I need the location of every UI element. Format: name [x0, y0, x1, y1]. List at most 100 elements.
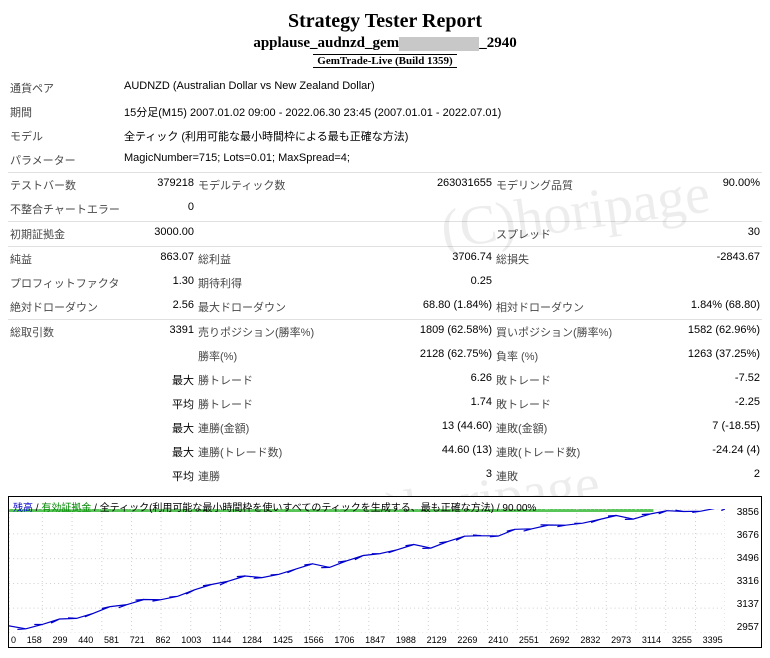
- value: 1809 (62.58%): [330, 320, 494, 345]
- redacted-block: [399, 37, 479, 51]
- x-tick: 2973: [611, 635, 631, 647]
- x-tick: 2692: [550, 635, 570, 647]
- value: 7 (-18.55): [638, 416, 762, 440]
- value: 3706.74: [330, 247, 494, 272]
- value: -7.52: [638, 368, 762, 392]
- y-tick: 3137: [723, 599, 759, 610]
- label: 連敗: [494, 464, 638, 488]
- value: 30: [638, 222, 762, 247]
- value: 2: [638, 464, 762, 488]
- label: 総利益: [196, 247, 330, 272]
- value: 863.07: [122, 247, 196, 272]
- value: 263031655: [330, 173, 494, 198]
- label: テストバー数: [8, 173, 122, 198]
- label: 勝トレード: [196, 368, 330, 392]
- x-tick: 2551: [519, 635, 539, 647]
- x-tick: 158: [27, 635, 42, 647]
- x-tick: 2832: [580, 635, 600, 647]
- chart-y-axis: 3856 3676 3496 3316 3137 2957: [723, 507, 759, 633]
- value: 2128 (62.75%): [330, 344, 494, 368]
- label: 敗トレード: [494, 392, 638, 416]
- label: モデルティック数: [196, 173, 330, 198]
- x-tick: 581: [104, 635, 119, 647]
- label: 相対ドローダウン: [494, 295, 638, 320]
- legend-pct: 90.00%: [502, 503, 536, 514]
- y-tick: 3316: [723, 576, 759, 587]
- build-line: GemTrade-Live (Build 1359): [8, 54, 762, 68]
- sublabel: 最大: [122, 416, 196, 440]
- label: 純益: [8, 247, 122, 272]
- x-tick: 1003: [181, 635, 201, 647]
- value: 1.74: [330, 392, 494, 416]
- x-tick: 1425: [273, 635, 293, 647]
- label: 初期証拠金: [8, 222, 122, 247]
- chart-legend: 残高 / 有効証拠金 / 全ティック(利用可能な最小時間枠を使いすべてのティック…: [13, 499, 536, 514]
- label: 勝トレード: [196, 392, 330, 416]
- y-tick: 2957: [723, 622, 759, 633]
- x-tick: 2269: [457, 635, 477, 647]
- label: モデリング品質: [494, 173, 638, 198]
- x-tick: 440: [78, 635, 93, 647]
- value: -24.24 (4): [638, 440, 762, 464]
- page-title: Strategy Tester Report: [8, 10, 762, 33]
- label: 総損失: [494, 247, 638, 272]
- sublabel: 最大: [122, 368, 196, 392]
- value: 1.84% (68.80): [638, 295, 762, 320]
- sublabel: 平均: [122, 464, 196, 488]
- legend-balance: 残高: [13, 503, 33, 514]
- x-tick: 3395: [703, 635, 723, 647]
- value: 1263 (37.25%): [638, 344, 762, 368]
- y-tick: 3676: [723, 530, 759, 541]
- label: 絶対ドローダウン: [8, 295, 122, 320]
- x-tick: 1566: [304, 635, 324, 647]
- value: 379218: [122, 173, 196, 198]
- value: 3: [330, 464, 494, 488]
- x-tick: 2129: [427, 635, 447, 647]
- value: -2.25: [638, 392, 762, 416]
- chart-plot-area: [9, 509, 725, 633]
- label: 連勝(トレード数): [196, 440, 330, 464]
- value: 13 (44.60): [330, 416, 494, 440]
- report-table: 通貨ペア AUDNZD (Australian Dollar vs New Ze…: [8, 76, 762, 488]
- y-tick: 3856: [723, 507, 759, 518]
- value: 0: [122, 197, 196, 222]
- sublabel: 最大: [122, 440, 196, 464]
- value-pair: AUDNZD (Australian Dollar vs New Zealand…: [122, 76, 762, 100]
- label: 期待利得: [196, 271, 330, 295]
- x-tick: 3114: [642, 635, 661, 647]
- value: 3000.00: [122, 222, 196, 247]
- subtitle-suffix: _2940: [479, 35, 517, 51]
- x-tick: 1988: [396, 635, 416, 647]
- value-model: 全ティック (利用可能な最小時間枠による最も正確な方法): [122, 124, 762, 148]
- x-tick: 1144: [212, 635, 231, 647]
- label: 勝率(%): [196, 344, 330, 368]
- value: 68.80 (1.84%): [330, 295, 494, 320]
- label: 敗トレード: [494, 368, 638, 392]
- value: 44.60 (13): [330, 440, 494, 464]
- label: 連勝: [196, 464, 330, 488]
- subtitle-prefix: applause_audnzd_gem: [253, 35, 399, 51]
- label-period: 期間: [8, 100, 122, 124]
- x-tick: 0: [11, 635, 16, 647]
- value: -2843.67: [638, 247, 762, 272]
- x-tick: 1284: [242, 635, 262, 647]
- label: プロフィットファクタ: [8, 271, 122, 295]
- x-tick: 3255: [672, 635, 692, 647]
- legend-method: 全ティック(利用可能な最小時間枠を使いすべてのティックを生成する、最も正確な方法…: [100, 503, 494, 514]
- label: 総取引数: [8, 320, 122, 345]
- y-tick: 3496: [723, 553, 759, 564]
- chart-x-axis: 0158299440581721862100311441284142515661…: [9, 635, 725, 647]
- x-tick: 862: [155, 635, 170, 647]
- value: 1582 (62.96%): [638, 320, 762, 345]
- value: 6.26: [330, 368, 494, 392]
- value: 3391: [122, 320, 196, 345]
- value: 0.25: [330, 271, 494, 295]
- x-tick: 299: [52, 635, 67, 647]
- label: 連勝(金額): [196, 416, 330, 440]
- sublabel: 平均: [122, 392, 196, 416]
- label: 買いポジション(勝率%): [494, 320, 638, 345]
- legend-equity: 有効証拠金: [41, 503, 91, 514]
- label: 連敗(金額): [494, 416, 638, 440]
- label-pair: 通貨ペア: [8, 76, 122, 100]
- value: 90.00%: [638, 173, 762, 198]
